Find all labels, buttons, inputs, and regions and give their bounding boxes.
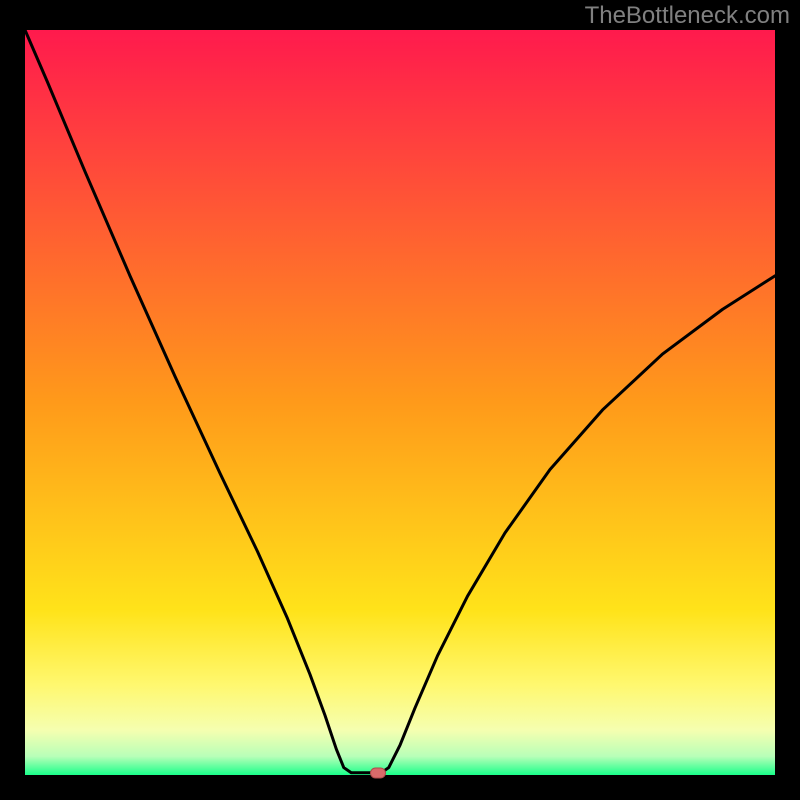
optimum-marker bbox=[370, 767, 386, 778]
chart-frame: TheBottleneck.com bbox=[0, 0, 800, 800]
bottleneck-curve bbox=[25, 30, 775, 775]
plot-area bbox=[25, 30, 775, 775]
watermark-text: TheBottleneck.com bbox=[585, 2, 790, 30]
